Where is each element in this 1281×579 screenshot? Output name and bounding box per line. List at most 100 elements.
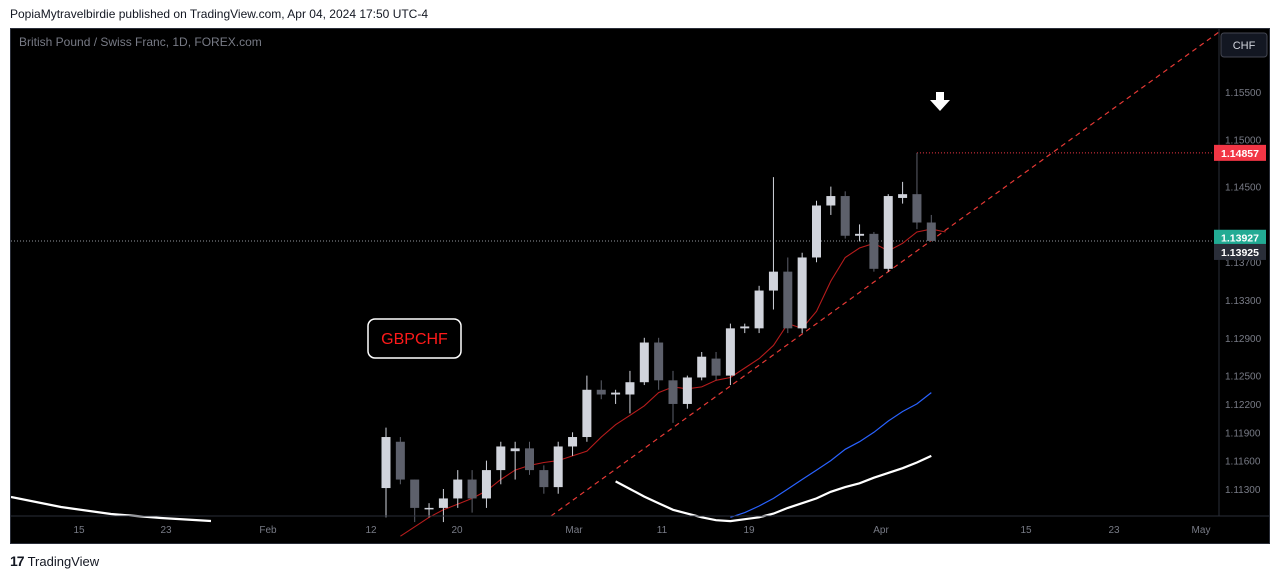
candle-body [797,257,807,329]
candlestick-chart[interactable]: 1.15500 1.15000 1.14500 1.13700 1.13300 1.129… [11,29,1270,544]
candle[interactable] [768,177,778,310]
footer-brand: TradingView [27,553,100,569]
candle[interactable] [840,191,850,239]
candle-body [481,470,491,499]
time-tick-label: 15 [73,525,85,536]
candle-body [840,196,850,236]
candle[interactable] [525,441,534,475]
candle[interactable] [797,252,807,334]
candle-body [395,441,405,480]
candle[interactable] [783,257,793,334]
candle-body [625,382,635,395]
candle[interactable] [883,194,893,272]
candle-body [855,233,865,236]
chart-title: British Pound / Swiss Franc, 1D, FOREX.c… [19,35,262,49]
trendline[interactable] [550,31,1220,517]
candle[interactable] [668,370,678,423]
candle[interactable] [754,285,764,334]
price-tick-label: 1.12200 [1225,400,1262,411]
candle[interactable] [611,389,621,404]
candle-body [553,446,563,488]
candle[interactable] [582,375,592,442]
candle[interactable] [855,224,865,242]
tradingview-logo-icon: 17 [10,553,25,569]
candle[interactable] [740,323,750,334]
candle[interactable] [812,200,821,263]
price-tick-label: 1.11900 [1225,428,1261,439]
candle[interactable] [395,437,405,485]
candle[interactable] [539,465,549,494]
price-tick-label: 1.13300 [1225,296,1262,307]
price-label-bg [1214,144,1266,161]
price-tick-label: 1.14500 [1225,183,1262,194]
currency-badge-label: CHF [1233,40,1256,52]
candle[interactable] [869,231,879,272]
candle[interactable] [381,427,391,518]
ma-blue-line [730,392,932,518]
price-tick-label: 1.11300 [1225,485,1261,496]
price-tick-label: 1.12900 [1225,334,1262,345]
price-tick-label: 1.13700 [1225,258,1262,269]
down-arrow-icon [930,92,950,111]
candle-body [869,233,879,269]
candle-body [424,507,434,510]
candle[interactable] [639,337,649,386]
candle-body [883,196,893,269]
candle-body [740,326,750,329]
candle-body [410,479,420,508]
candle-body [725,328,735,376]
candle-body [539,470,549,488]
candle[interactable] [496,441,506,485]
candle[interactable] [697,351,707,381]
price-label-text: 1.14857 [1221,148,1259,160]
candle[interactable] [481,460,491,508]
candle[interactable] [711,351,721,381]
price-label-text: 1.13927 [1221,233,1259,245]
candle-body [926,222,936,241]
candle-body [639,342,649,383]
candle[interactable] [424,503,434,518]
candle-body [768,271,778,291]
candle-body [654,342,664,381]
candle-body [682,377,692,404]
price-label-bg [1214,243,1266,260]
candle[interactable] [625,370,635,414]
candle[interactable] [912,152,922,230]
candle[interactable] [453,470,463,508]
candle[interactable] [725,323,735,386]
price-label-close: 1.13925 [1214,243,1266,260]
candle-body [582,389,592,438]
currency-badge[interactable]: CHF [1220,32,1268,58]
price-label-bg [1214,229,1266,246]
candle-body [912,194,922,223]
candle[interactable] [410,479,420,523]
candle-body [611,392,621,395]
candle[interactable] [510,441,520,480]
ma-white-line [615,454,932,523]
candle[interactable] [654,337,664,390]
candle[interactable] [553,441,563,494]
candle-body [754,290,764,329]
candle[interactable] [682,375,692,409]
candle-body [496,446,506,471]
chart-frame[interactable]: 1.15500 1.15000 1.14500 1.13700 1.13300 1.129… [10,28,1270,544]
candle-body [381,437,391,489]
time-tick-label: 12 [365,525,377,536]
price-tick-label: 1.15500 [1225,88,1262,99]
candle[interactable] [926,214,936,241]
candle[interactable] [596,380,606,400]
candle-body [525,448,534,471]
candle-body [453,479,463,499]
candle[interactable] [467,470,477,513]
candle[interactable] [898,181,908,204]
candle-body [783,271,793,329]
candle-body [596,389,606,395]
annotation-label: GBPCHF [381,331,448,348]
time-tick-label: Apr [873,525,889,536]
price-label-high: 1.14857 [1214,144,1266,161]
candle[interactable] [568,432,578,456]
time-tick-label: 23 [1108,525,1120,536]
candle[interactable] [826,186,836,215]
candle[interactable] [438,489,448,523]
candle-body [438,498,448,508]
